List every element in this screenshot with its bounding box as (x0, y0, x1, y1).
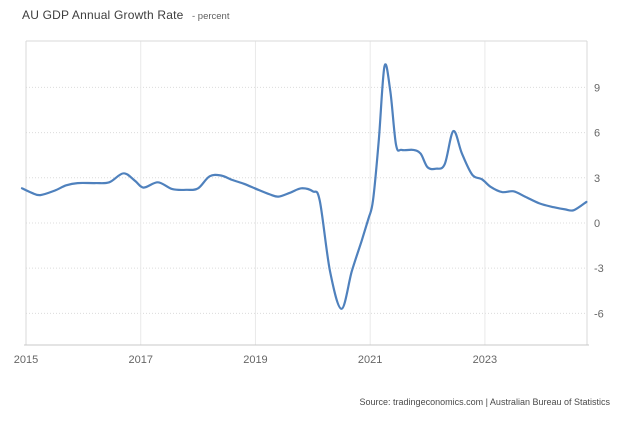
chart-header: AU GDP Annual Growth Rate - percent (22, 6, 229, 24)
gdp-line-series (20, 63, 588, 310)
x-axis-tick-label: 2021 (358, 354, 382, 366)
x-axis-tick-label: 2017 (128, 354, 152, 366)
chart-unit-label: - percent (191, 11, 230, 22)
y-axis-tick-label: 9 (594, 82, 600, 94)
x-axis-tick-label: 2015 (14, 354, 38, 366)
chart-title: AU GDP Annual Growth Rate (22, 8, 184, 22)
y-axis-tick-label: -6 (594, 308, 604, 320)
x-axis-tick-label: 2019 (243, 354, 267, 366)
y-axis-tick-label: -3 (594, 263, 604, 275)
source-attribution: Source: tradingeconomics.com | Australia… (359, 397, 610, 407)
y-axis-tick-label: 0 (594, 218, 600, 230)
x-axis-tick-label: 2023 (473, 354, 497, 366)
y-axis-tick-label: 3 (594, 173, 600, 185)
y-axis-tick-label: 6 (594, 128, 600, 140)
